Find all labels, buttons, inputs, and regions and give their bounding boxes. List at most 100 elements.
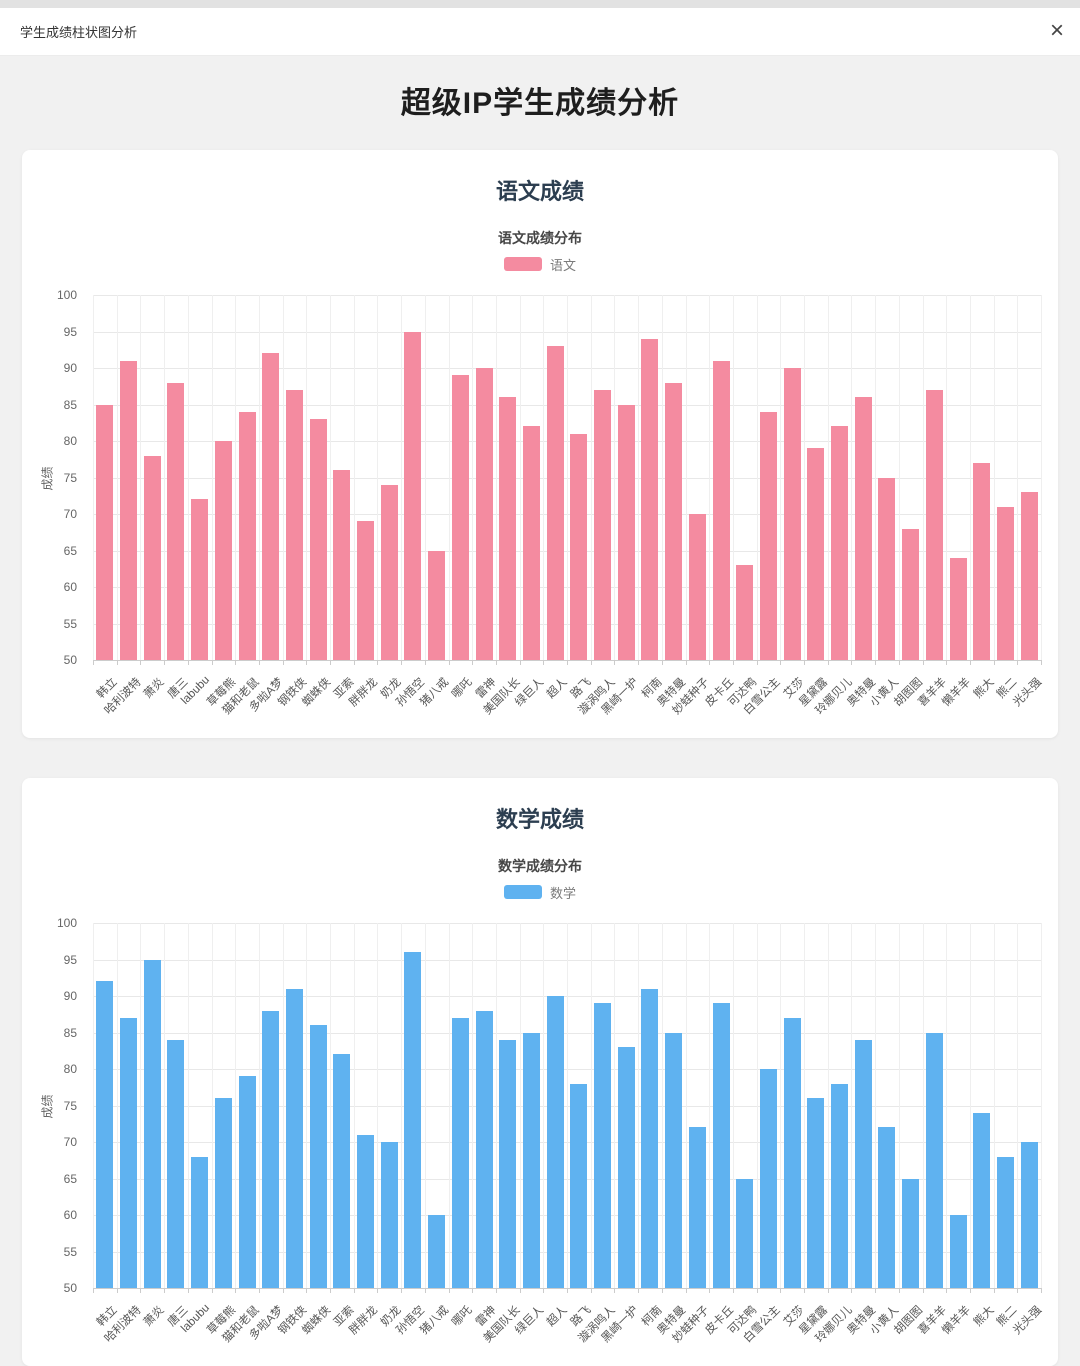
x-gridline	[353, 923, 355, 1288]
bar-萧炎[interactable]	[143, 959, 161, 1288]
bar-韩立[interactable]	[96, 981, 114, 1288]
bar-草莓熊[interactable]	[214, 1098, 232, 1288]
bar-白雪公主[interactable]	[759, 411, 777, 660]
bar-白雪公主[interactable]	[759, 1069, 777, 1288]
bar-胡图图[interactable]	[902, 528, 920, 660]
bar-哪吒[interactable]	[451, 1017, 469, 1288]
bar-柯南[interactable]	[641, 338, 659, 660]
bar-胡图图[interactable]	[902, 1178, 920, 1288]
bar-玲娜贝儿[interactable]	[831, 426, 849, 660]
bar-哪吒[interactable]	[451, 375, 469, 660]
bar-可达鸭[interactable]	[736, 1178, 754, 1288]
bar-艾莎[interactable]	[783, 1017, 801, 1288]
y-axis-tick-label: 85	[63, 397, 77, 412]
x-gridline	[804, 295, 805, 660]
bar-柯南[interactable]	[641, 988, 659, 1288]
bar-哈利波特[interactable]	[120, 1017, 138, 1288]
x-axis-tick	[401, 1288, 403, 1293]
bar-蜘蛛侠[interactable]	[309, 419, 327, 660]
bar-熊大[interactable]	[973, 1112, 991, 1288]
x-axis-tick	[780, 660, 782, 665]
x-gridline	[116, 923, 118, 1288]
x-gridline	[969, 295, 971, 660]
bar-亚索[interactable]	[333, 470, 351, 660]
bar-皮卡丘[interactable]	[712, 360, 730, 660]
bar-漩涡鸣人[interactable]	[594, 389, 612, 660]
bar-超人[interactable]	[546, 996, 564, 1288]
x-axis-tick	[448, 660, 450, 665]
bar-奥特曼[interactable]	[665, 382, 683, 660]
bar-绿巨人[interactable]	[522, 1032, 540, 1288]
bar-路飞[interactable]	[570, 1083, 588, 1288]
bar-钢铁侠[interactable]	[285, 988, 303, 1288]
bar-亚索[interactable]	[333, 1054, 351, 1288]
bar-奶龙[interactable]	[380, 1142, 398, 1288]
bar-黑崎一护[interactable]	[617, 1047, 635, 1288]
x-gridline	[922, 295, 924, 660]
bar-唐三[interactable]	[167, 382, 185, 660]
bar-绿巨人[interactable]	[522, 426, 540, 660]
bar-哈利波特[interactable]	[120, 360, 138, 660]
x-gridline	[946, 295, 948, 660]
bar-熊二[interactable]	[996, 1156, 1014, 1288]
bar-猪八戒[interactable]	[428, 1215, 446, 1288]
bar-雷神[interactable]	[475, 368, 493, 660]
bar-妙蛙种子[interactable]	[688, 1127, 706, 1288]
x-gridline	[709, 923, 711, 1288]
close-icon[interactable]: ×	[1049, 17, 1064, 44]
bar-雷神[interactable]	[475, 1010, 493, 1288]
bar-小黄人[interactable]	[878, 477, 896, 660]
bar-皮卡丘[interactable]	[712, 1003, 730, 1288]
x-gridline	[495, 295, 497, 660]
bar-奶龙[interactable]	[380, 484, 398, 660]
bar-艾莎[interactable]	[783, 368, 801, 660]
bar-光头强[interactable]	[1020, 1142, 1038, 1288]
bar-蜘蛛侠[interactable]	[309, 1025, 327, 1288]
y-axis-tick-label: 55	[63, 1244, 77, 1259]
x-axis-tick	[519, 660, 521, 665]
bar-韩立[interactable]	[96, 404, 114, 660]
bar-孙悟空[interactable]	[404, 952, 422, 1288]
bar-奥特曼[interactable]	[854, 1039, 872, 1288]
bar-多啦A梦[interactable]	[262, 1010, 280, 1288]
bar-美国队长[interactable]	[499, 1039, 517, 1288]
math-legend[interactable]: 数学	[22, 884, 1058, 901]
bar-奥特曼[interactable]	[665, 1032, 683, 1288]
bar-星黛露[interactable]	[807, 448, 825, 660]
bar-星黛露[interactable]	[807, 1098, 825, 1288]
bar-奥特曼[interactable]	[854, 397, 872, 660]
bar-熊大[interactable]	[973, 462, 991, 660]
x-gridline	[401, 295, 403, 660]
x-axis-tick	[590, 660, 592, 665]
bar-光头强[interactable]	[1020, 492, 1038, 660]
bar-可达鸭[interactable]	[736, 565, 754, 660]
bar-胖胖龙[interactable]	[357, 1134, 375, 1288]
bar-猫和老鼠[interactable]	[238, 1076, 256, 1288]
bar-胖胖龙[interactable]	[357, 521, 375, 660]
bar-喜羊羊[interactable]	[925, 389, 943, 660]
bar-妙蛙种子[interactable]	[688, 514, 706, 660]
bar-猪八戒[interactable]	[428, 550, 446, 660]
chinese-legend[interactable]: 语文	[22, 256, 1058, 273]
bar-熊二[interactable]	[996, 506, 1014, 660]
bar-懒羊羊[interactable]	[949, 557, 967, 660]
x-gridline	[732, 295, 734, 660]
bar-孙悟空[interactable]	[404, 331, 422, 660]
bar-猫和老鼠[interactable]	[238, 411, 256, 660]
bar-懒羊羊[interactable]	[949, 1215, 967, 1288]
bar-玲娜贝儿[interactable]	[831, 1083, 849, 1288]
bar-多啦A梦[interactable]	[262, 353, 280, 660]
bar-钢铁侠[interactable]	[285, 389, 303, 660]
bar-labubu[interactable]	[191, 1156, 209, 1288]
bar-唐三[interactable]	[167, 1039, 185, 1288]
bar-草莓熊[interactable]	[214, 441, 232, 660]
bar-labubu[interactable]	[191, 499, 209, 660]
bar-小黄人[interactable]	[878, 1127, 896, 1288]
bar-喜羊羊[interactable]	[925, 1032, 943, 1288]
bar-路飞[interactable]	[570, 433, 588, 660]
bar-萧炎[interactable]	[143, 455, 161, 660]
bar-漩涡鸣人[interactable]	[594, 1003, 612, 1288]
bar-美国队长[interactable]	[499, 397, 517, 660]
bar-黑崎一护[interactable]	[617, 404, 635, 660]
bar-超人[interactable]	[546, 346, 564, 660]
